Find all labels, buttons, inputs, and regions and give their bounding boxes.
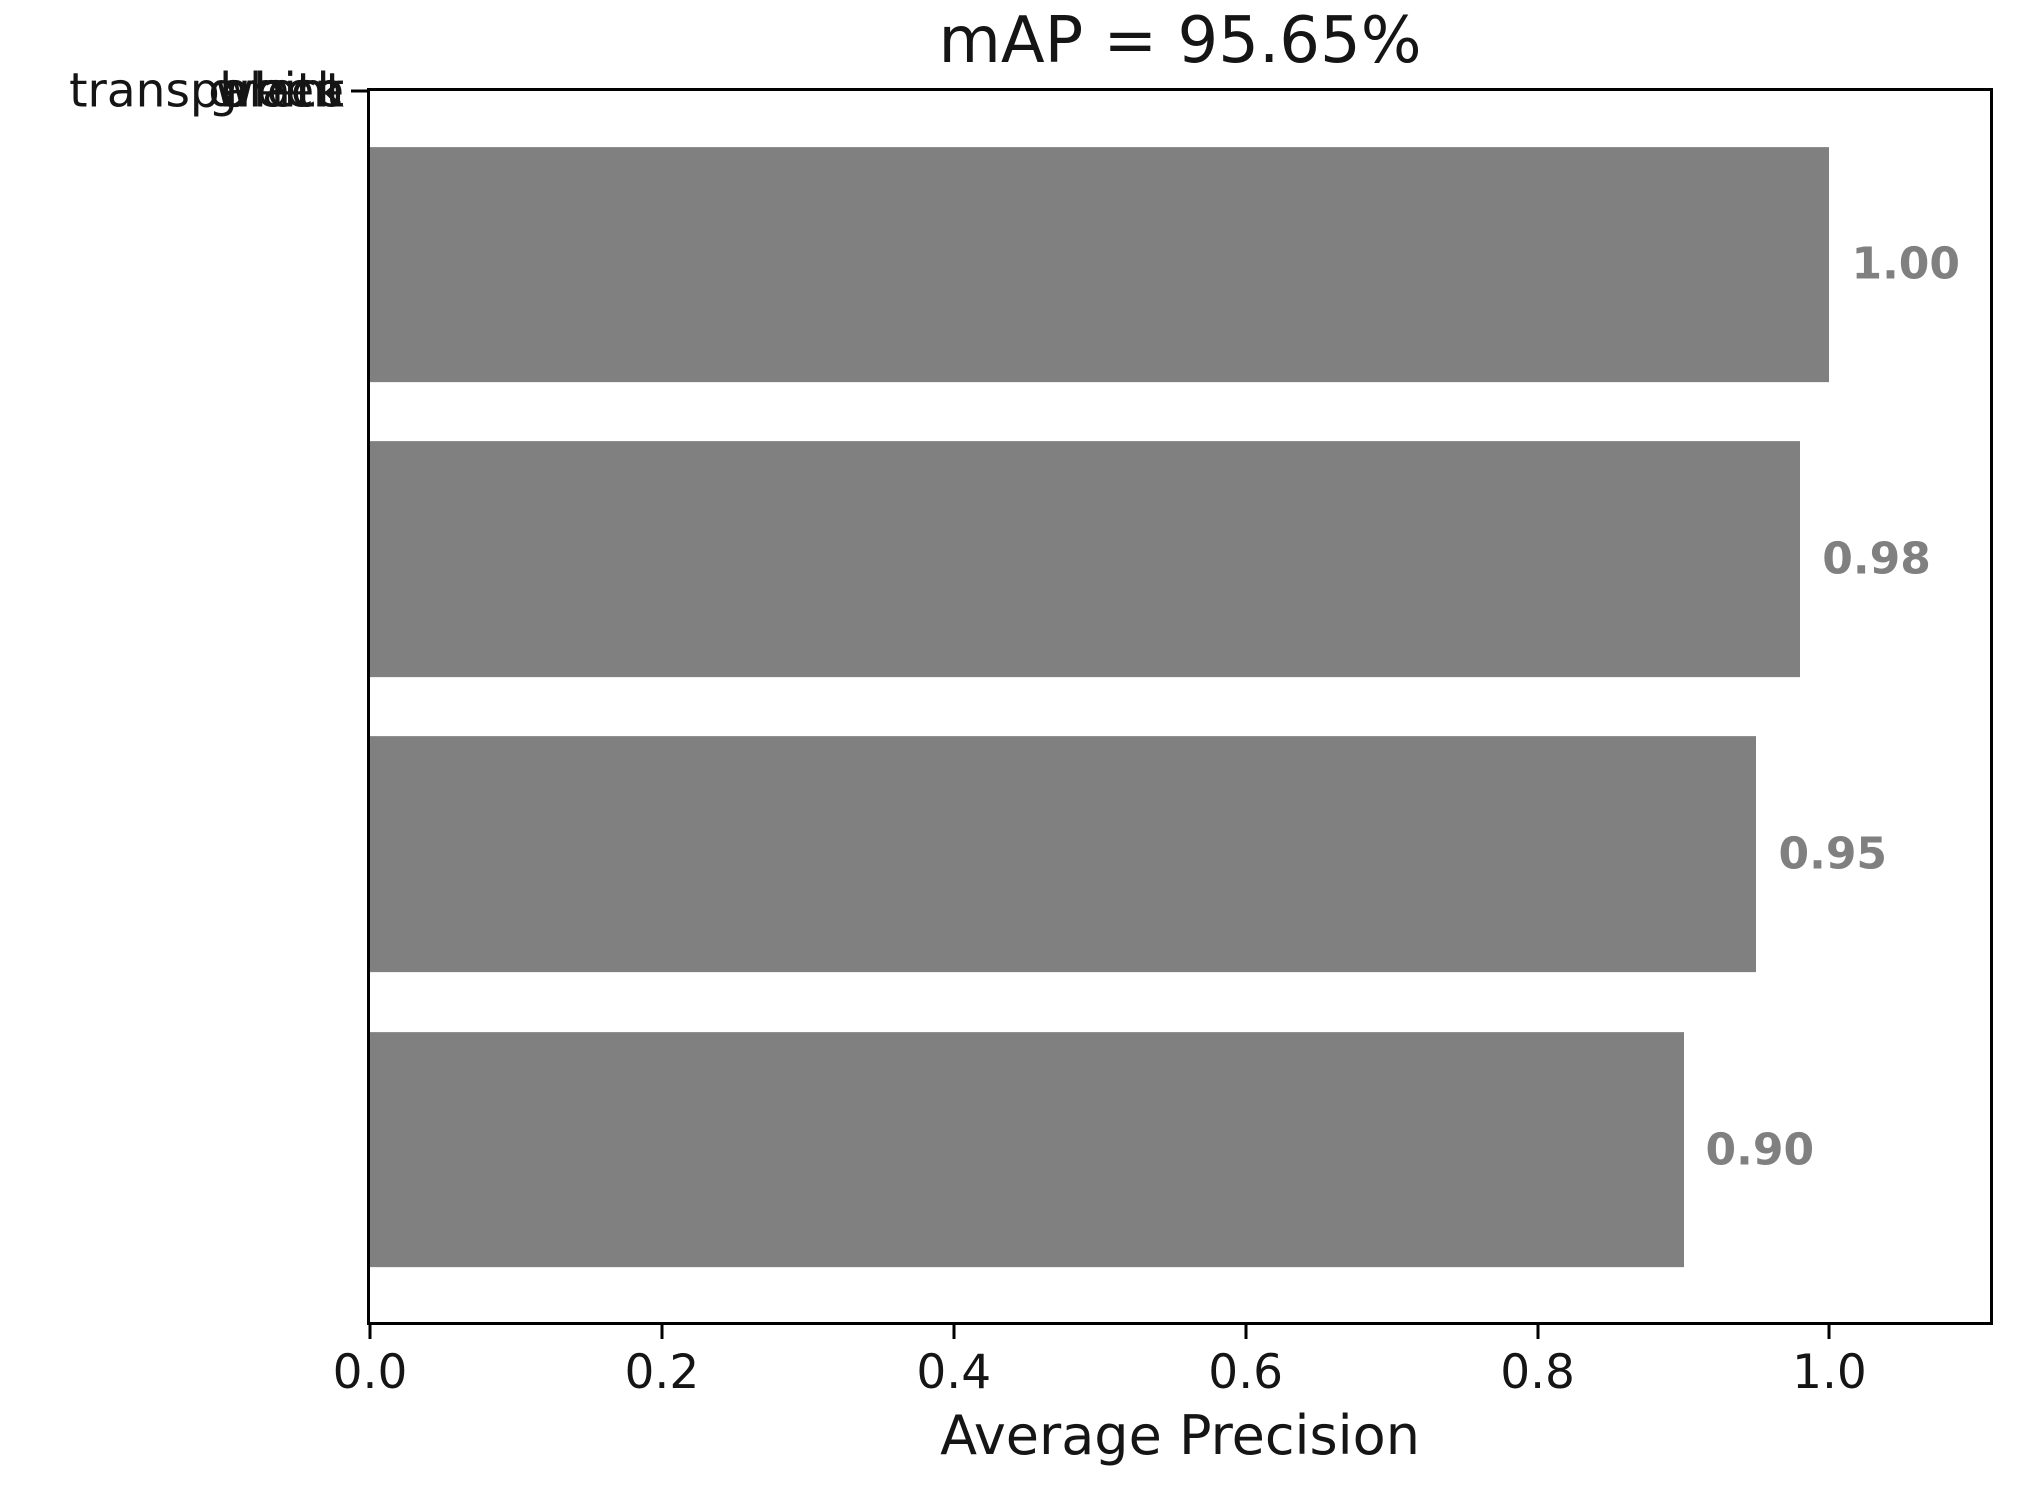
x-tick-label: 0.4 bbox=[916, 1345, 992, 1400]
bar-black bbox=[370, 1031, 1684, 1268]
bar-row: 0.95 bbox=[370, 736, 1990, 973]
x-tick-label: 0.2 bbox=[624, 1345, 700, 1400]
y-tick-label-green: green bbox=[208, 63, 344, 119]
bar-green bbox=[370, 736, 1757, 973]
bar-row: 1.00 bbox=[370, 146, 1990, 383]
x-tick-mark bbox=[1536, 1322, 1540, 1339]
plot-area: 1.00 0.98 0.95 0.90 white transparent gr… bbox=[69, 64, 1993, 1400]
x-tick-mark bbox=[952, 1322, 956, 1339]
bar-row: 0.98 bbox=[370, 441, 1990, 678]
x-tick-mark bbox=[660, 1322, 664, 1339]
x-tick-label: 0.6 bbox=[1208, 1345, 1284, 1400]
x-tick-mark bbox=[368, 1322, 372, 1339]
bar-row: 0.90 bbox=[370, 1031, 1990, 1268]
y-tick-label-transparent: transparent bbox=[69, 63, 344, 119]
bar-transparent bbox=[370, 441, 1801, 678]
x-tick-label: 1.0 bbox=[1792, 1345, 1867, 1400]
x-tick-label: 0.8 bbox=[1500, 1345, 1575, 1400]
bar-value-label: 0.95 bbox=[1778, 828, 1888, 880]
bar-value-label: 1.00 bbox=[1851, 239, 1961, 291]
x-tick-mark bbox=[1244, 1322, 1248, 1339]
bar-value-label: 0.90 bbox=[1705, 1124, 1815, 1176]
x-tick-label: 0.0 bbox=[332, 1345, 408, 1400]
y-tick-label-white: white bbox=[215, 63, 344, 119]
y-tick-label-black: black bbox=[219, 63, 344, 119]
bar-value-label: 0.98 bbox=[1822, 533, 1931, 585]
x-tick-mark bbox=[1827, 1322, 1831, 1339]
bar-white bbox=[370, 146, 1830, 383]
chart-title: mAP = 95.65% bbox=[938, 4, 1422, 78]
y-tick-mark bbox=[351, 89, 367, 93]
x-axis-label: Average Precision bbox=[940, 1404, 1420, 1467]
